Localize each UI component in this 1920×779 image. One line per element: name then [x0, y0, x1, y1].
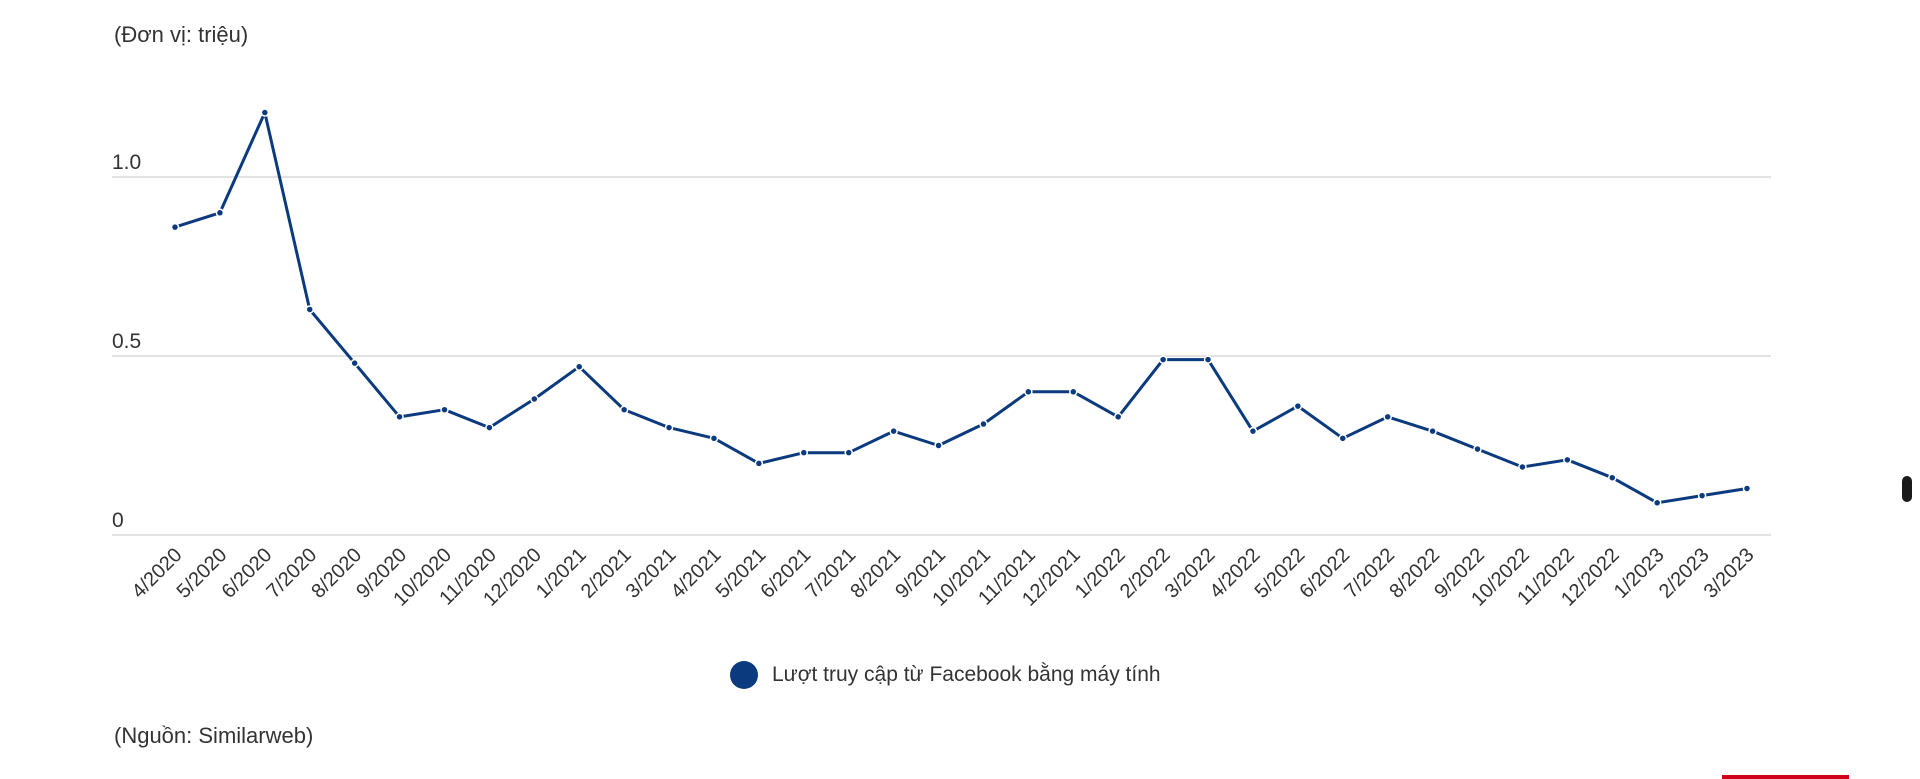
- x-tick-label: 7/2021: [801, 544, 860, 603]
- data-point[interactable]: [709, 434, 719, 443]
- x-tick-label: 5/2021: [712, 544, 771, 603]
- x-tick-label: 2/2023: [1655, 544, 1714, 603]
- data-point[interactable]: [260, 108, 270, 117]
- data-point[interactable]: [754, 459, 764, 468]
- data-point[interactable]: [1158, 355, 1168, 364]
- data-point[interactable]: [619, 405, 629, 414]
- x-tick-label: 8/2021: [846, 544, 905, 603]
- x-tick-label: 8/2020: [307, 544, 366, 603]
- data-point[interactable]: [1652, 498, 1662, 508]
- x-tick-label: 8/2022: [1385, 544, 1444, 603]
- data-point[interactable]: [844, 448, 853, 457]
- x-tick-label: 4/2020: [128, 544, 187, 603]
- legend-label: Lượt truy cập từ Facebook bằng máy tính: [772, 663, 1161, 686]
- data-point[interactable]: [440, 405, 449, 414]
- data-point[interactable]: [1518, 462, 1527, 472]
- x-tick-label: 7/2022: [1340, 544, 1399, 603]
- data-point[interactable]: [664, 423, 674, 432]
- data-point[interactable]: [574, 362, 584, 371]
- y-tick-label: 1.0: [112, 151, 141, 174]
- data-point[interactable]: [1024, 387, 1033, 397]
- line-chart: 0 0.5 1.0 4/20205/20206/20207/20208/20209/…: [112, 108, 1771, 611]
- y-axis-ticks: 0 0.5 1.0: [112, 151, 141, 532]
- data-point[interactable]: [1697, 491, 1707, 500]
- x-tick-label: 6/2022: [1295, 544, 1354, 603]
- corner-accent: [1722, 775, 1849, 779]
- x-tick-label: 1/2022: [1071, 544, 1130, 603]
- data-point[interactable]: [485, 423, 494, 432]
- data-point[interactable]: [889, 426, 898, 436]
- data-point[interactable]: [799, 448, 809, 457]
- y-tick-label: 0.5: [112, 330, 141, 353]
- data-point[interactable]: [1069, 387, 1078, 397]
- x-tick-label: 1/2023: [1610, 544, 1669, 603]
- x-tick-label: 1/2021: [532, 544, 591, 603]
- x-tick-label: 3/2022: [1161, 544, 1220, 603]
- data-point[interactable]: [979, 419, 988, 429]
- x-tick-label: 6/2020: [218, 544, 277, 603]
- x-tick-label: 3/2023: [1700, 544, 1759, 603]
- source-label: (Nguồn: Similarweb): [114, 723, 314, 748]
- data-points: [170, 108, 1752, 508]
- data-point[interactable]: [1428, 426, 1437, 436]
- x-tick-label: 2/2021: [577, 544, 636, 603]
- data-point[interactable]: [170, 222, 180, 232]
- data-point[interactable]: [1563, 455, 1572, 465]
- unit-label: (Đơn vị: triệu): [114, 22, 249, 47]
- x-tick-label: 5/2022: [1251, 544, 1310, 603]
- x-tick-label: 5/2020: [173, 544, 232, 603]
- x-tick-label: 6/2021: [757, 544, 816, 603]
- data-point[interactable]: [1608, 473, 1617, 482]
- x-tick-label: 4/2022: [1206, 544, 1265, 603]
- data-point[interactable]: [305, 305, 314, 314]
- data-point[interactable]: [1338, 434, 1348, 443]
- legend[interactable]: Lượt truy cập từ Facebook bằng máy tính: [730, 661, 1161, 689]
- x-tick-label: 7/2020: [262, 544, 321, 603]
- data-point[interactable]: [530, 394, 539, 404]
- data-point[interactable]: [1293, 401, 1303, 411]
- x-axis-ticks: 4/20205/20206/20207/20208/20209/202010/2…: [128, 544, 1759, 611]
- scrollbar-thumb[interactable]: [1902, 476, 1912, 502]
- data-point[interactable]: [1113, 412, 1123, 422]
- legend-marker: [730, 661, 758, 689]
- x-tick-label: 3/2021: [622, 544, 681, 603]
- grid-lines: [112, 176, 1771, 536]
- data-point[interactable]: [1383, 412, 1392, 422]
- y-tick-label: 0: [112, 509, 124, 532]
- x-tick-label: 4/2021: [667, 544, 726, 603]
- series-line: [174, 111, 1748, 505]
- data-point[interactable]: [1473, 444, 1482, 454]
- x-tick-label: 2/2022: [1116, 544, 1175, 603]
- data-point[interactable]: [1742, 484, 1752, 493]
- data-point[interactable]: [934, 441, 943, 450]
- data-point[interactable]: [1203, 355, 1213, 364]
- data-point[interactable]: [1248, 426, 1258, 436]
- data-point[interactable]: [395, 412, 404, 422]
- data-point[interactable]: [215, 208, 225, 218]
- data-point[interactable]: [350, 358, 359, 368]
